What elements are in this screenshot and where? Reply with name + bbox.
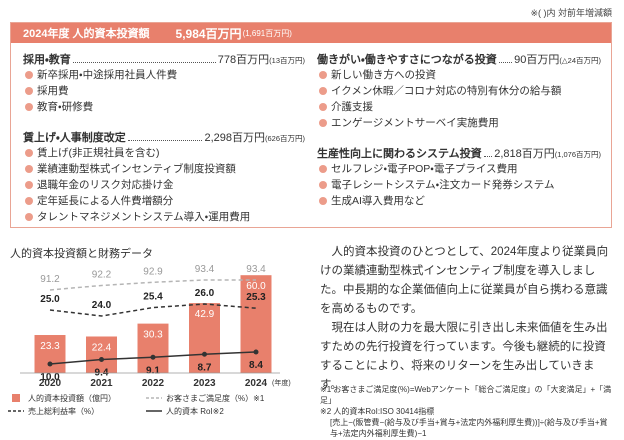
point-label: 26.0 xyxy=(195,288,215,299)
footnote: [売上−(販管費−(給与及び手当+賞与+法定内外福利厚生費))]÷(給与及び手当… xyxy=(330,418,608,438)
section-heading: 採用・教育 778百万円 (13百万円) xyxy=(23,51,305,67)
section: 賃上げ・人事制度改定 2,298百万円 (626百万円) 賃上げ(非正規社員を含む) 業… xyxy=(23,129,305,225)
section-change: (13百万円) xyxy=(269,56,305,65)
header-bar: 2024年度 人的資本投資額 5,984百万円 (1,691百万円) xyxy=(11,23,611,43)
legend-label: 売上総利益率（%） xyxy=(28,406,99,416)
bar xyxy=(137,323,169,373)
section-title: 賃上げ・人事制度改定 xyxy=(23,132,126,144)
point-label: 25.3 xyxy=(246,292,266,303)
x-tick-label: 2020 xyxy=(39,378,62,389)
section-heading: 働きがい・働きやすさにつながる投資 90百万円 (△24百万円) xyxy=(317,51,601,67)
point xyxy=(47,361,53,367)
point-label: 24.0 xyxy=(92,300,112,311)
legend-label: 人的資本投資額（億円） xyxy=(28,393,116,403)
bar-label: 30.3 xyxy=(143,330,163,341)
point-label: 25.4 xyxy=(143,292,163,303)
point-label: 8.7 xyxy=(198,362,212,373)
footnote: ※1 お客さまご満足度(%)=Webアンケート「総合ご満足度」の「大変満足」+「… xyxy=(320,385,612,405)
point-label: 93.4 xyxy=(246,264,266,275)
investment-box: 2024年度 人的資本投資額 5,984百万円 (1,691百万円) 採用・教育… xyxy=(10,22,612,228)
bullet-item: 電子レシートシステム・注文カード発券システム xyxy=(317,177,601,193)
section: 採用・教育 778百万円 (13百万円) 新卒採用・中途採用社員人件費 採用費 教育・研修… xyxy=(23,51,305,115)
section-heading: 生産性向上に関わるシステム投資 2,818百万円 (1,076百万円) xyxy=(317,145,601,161)
bar-label: 23.3 xyxy=(40,341,60,352)
point-label: 10.0 xyxy=(40,372,60,383)
section-title: 採用・教育 xyxy=(23,54,71,66)
bullet-item: 業績連動型株式インセンティブ制度投資額 xyxy=(23,161,305,177)
bullet-item: 賃上げ(非正規社員を含む) xyxy=(23,145,305,161)
point xyxy=(150,354,156,360)
section-change: (626百万円) xyxy=(264,134,305,143)
note: ※( )内 対前年増減額 xyxy=(530,8,612,18)
header-label: 2024年度 人的資本投資額 xyxy=(23,28,150,40)
bullet-item: タレントマネジメントシステム導入・運用費用 xyxy=(23,209,305,225)
x-tick-label: 2022 xyxy=(142,378,165,389)
bullet-item: 生成AI導入費用など xyxy=(317,193,601,209)
bullet-item: 介護支援 xyxy=(317,99,601,115)
bar-label: 42.9 xyxy=(195,309,215,320)
x-tick-label: 2024 xyxy=(245,378,268,389)
line xyxy=(49,279,256,291)
header-amount: 5,984百万円 xyxy=(175,26,242,41)
bullet-item: 定年延長による人件費増額分 xyxy=(23,193,305,209)
point-label: 25.0 xyxy=(40,294,60,305)
body-text: 人的資本投資のひとつとして、2024年度より従業員向けの業績連動型株式インセンテ… xyxy=(320,243,612,395)
point xyxy=(99,357,104,362)
bar xyxy=(86,336,117,373)
bar xyxy=(189,303,220,373)
leader xyxy=(483,156,493,157)
point-label: 9.1 xyxy=(146,365,160,376)
chart: 人的資本投資額と財務データ 23.3 22.4 30.3 42.9 60.0 91.2 92.… xyxy=(8,246,291,416)
bar-label: 60.0 xyxy=(246,281,266,292)
paragraph: 現在は人財の力を最大限に引き出し未来価値を生み出すための先行投資を行っています。… xyxy=(320,322,608,391)
footnote: ※2 人的資本RoI:ISO 30414指標 xyxy=(320,407,435,416)
section-amount: 2,818百万円 xyxy=(494,148,555,160)
bar xyxy=(34,335,66,373)
bar xyxy=(240,275,272,373)
paragraph: 人的資本投資のひとつとして、2024年度より従業員向けの業績連動型株式インセンテ… xyxy=(320,246,609,315)
x-tick-label: 2023 xyxy=(193,378,216,389)
x-tick-label: 2021 xyxy=(90,378,113,389)
section-change: (1,076百万円) xyxy=(554,150,601,159)
footnotes: ※1 お客さまご満足度(%)=Webアンケート「総合ご満足度」の「大変満足」+「… xyxy=(320,384,612,439)
section-amount: 778百万円 xyxy=(217,54,270,66)
point-label: 8.4 xyxy=(249,360,263,371)
bullet-item: セルフレジ・電子POP・電子プライス費用 xyxy=(317,161,601,177)
section: 生産性向上に関わるシステム投資 2,818百万円 (1,076百万円) セルフレジ・電… xyxy=(317,145,601,209)
bullet-item: 採用費 xyxy=(23,83,305,99)
point-label: 92.9 xyxy=(143,266,163,277)
point xyxy=(253,349,259,355)
bullet-item: 教育・研修費 xyxy=(23,99,305,115)
section-title: 働きがい・働きやすさにつながる投資 xyxy=(317,54,497,66)
legend-swatch xyxy=(12,394,20,402)
leader xyxy=(127,140,203,141)
point-label: 92.2 xyxy=(92,269,112,280)
line xyxy=(49,303,257,317)
bullet-item: エンゲージメントサーベイ実施費用 xyxy=(317,115,601,131)
section-title: 生産性向上に関わるシステム投資 xyxy=(317,148,482,160)
header-change: (1,691百万円) xyxy=(242,28,292,38)
legend-label: 人的資本 RoI※2 xyxy=(166,406,224,416)
x-unit: (年度) xyxy=(272,378,291,387)
leader xyxy=(498,62,513,63)
point-label: 91.2 xyxy=(40,274,60,285)
section-heading: 賃上げ・人事制度改定 2,298百万円 (626百万円) xyxy=(23,129,305,145)
section: 働きがい・働きやすさにつながる投資 90百万円 (△24百万円) 新しい働き方への投資… xyxy=(317,51,601,131)
bullet-item: イクメン休暇／コロナ対応の特別有休分の給与額 xyxy=(317,83,601,99)
leader xyxy=(72,62,216,63)
bullet-item: 新卒採用・中途採用社員人件費 xyxy=(23,67,305,83)
section-amount: 2,298百万円 xyxy=(204,132,265,144)
section-amount: 90百万円 xyxy=(514,54,560,66)
point-label: 93.4 xyxy=(195,264,215,275)
section-change: (△24百万円) xyxy=(559,56,601,65)
bullet-item: 新しい働き方への投資 xyxy=(317,67,601,83)
bar-label: 22.4 xyxy=(92,342,112,353)
bullet-item: 退職年金のリスク対応掛け金 xyxy=(23,177,305,193)
point xyxy=(202,351,207,357)
legend-label: お客さまご満足度（%）※1 xyxy=(166,393,265,403)
chart-title: 人的資本投資額と財務データ xyxy=(10,246,153,260)
